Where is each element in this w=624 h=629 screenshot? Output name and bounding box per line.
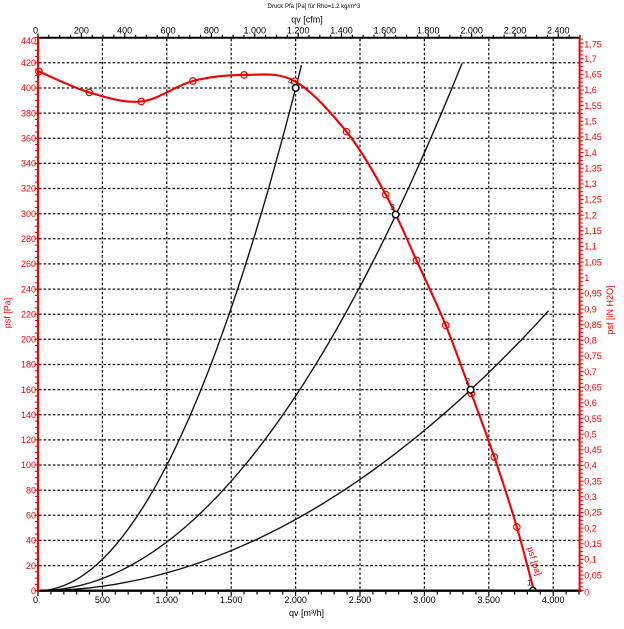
svg-text:100: 100 xyxy=(21,460,36,470)
svg-text:1,5: 1,5 xyxy=(584,117,597,127)
svg-text:40: 40 xyxy=(26,536,36,546)
svg-text:0,55: 0,55 xyxy=(584,414,602,424)
svg-text:1,2: 1,2 xyxy=(584,210,597,220)
svg-text:1.800: 1.800 xyxy=(417,26,440,36)
svg-text:0,4: 0,4 xyxy=(584,461,597,471)
svg-text:qv [m³/h]: qv [m³/h] xyxy=(289,608,324,618)
svg-text:1,4: 1,4 xyxy=(584,148,597,158)
svg-text:2: 2 xyxy=(465,376,470,386)
svg-text:200: 200 xyxy=(21,335,36,345)
svg-text:0,7: 0,7 xyxy=(584,367,597,377)
svg-text:400: 400 xyxy=(21,83,36,93)
svg-text:2.500: 2.500 xyxy=(349,595,372,605)
svg-text:380: 380 xyxy=(21,108,36,118)
svg-text:180: 180 xyxy=(21,360,36,370)
svg-text:1.000: 1.000 xyxy=(244,26,267,36)
svg-text:300: 300 xyxy=(21,209,36,219)
svg-text:0,75: 0,75 xyxy=(584,351,602,361)
svg-text:500: 500 xyxy=(95,595,110,605)
svg-text:1.400: 1.400 xyxy=(330,26,353,36)
svg-text:420: 420 xyxy=(21,58,36,68)
svg-text:0,05: 0,05 xyxy=(584,570,602,580)
svg-text:1,45: 1,45 xyxy=(584,132,602,142)
svg-text:120: 120 xyxy=(21,435,36,445)
svg-text:0,6: 0,6 xyxy=(584,398,597,408)
svg-text:0,9: 0,9 xyxy=(584,304,597,314)
svg-text:0,25: 0,25 xyxy=(584,508,602,518)
svg-text:440: 440 xyxy=(21,36,36,46)
svg-text:1,15: 1,15 xyxy=(584,226,602,236)
svg-text:280: 280 xyxy=(21,234,36,244)
svg-text:0,65: 0,65 xyxy=(584,383,602,393)
svg-text:0: 0 xyxy=(31,586,36,596)
svg-text:340: 340 xyxy=(21,159,36,169)
svg-text:2.000: 2.000 xyxy=(284,595,307,605)
svg-text:0,35: 0,35 xyxy=(584,476,602,486)
svg-text:1: 1 xyxy=(527,577,532,587)
svg-text:0,85: 0,85 xyxy=(584,320,602,330)
svg-text:1.000: 1.000 xyxy=(156,595,179,605)
svg-text:1,35: 1,35 xyxy=(584,163,602,173)
svg-text:4.000: 4.000 xyxy=(542,595,565,605)
svg-text:2.400: 2.400 xyxy=(547,26,570,36)
svg-text:0,3: 0,3 xyxy=(584,492,597,502)
svg-text:320: 320 xyxy=(21,184,36,194)
svg-text:400: 400 xyxy=(117,26,132,36)
svg-text:1,55: 1,55 xyxy=(584,101,602,111)
svg-text:160: 160 xyxy=(21,385,36,395)
svg-text:4: 4 xyxy=(288,76,293,86)
svg-text:Druck Pfa [Pa] für Rho=1.2 kg/: Druck Pfa [Pa] für Rho=1.2 kg/m^3 xyxy=(268,4,361,10)
svg-text:240: 240 xyxy=(21,284,36,294)
svg-text:200: 200 xyxy=(74,26,89,36)
svg-text:1,7: 1,7 xyxy=(584,54,597,64)
svg-text:360: 360 xyxy=(21,134,36,144)
svg-text:3.000: 3.000 xyxy=(413,595,436,605)
svg-text:800: 800 xyxy=(204,26,219,36)
svg-text:qv [cfm]: qv [cfm] xyxy=(291,15,323,25)
svg-text:1.500: 1.500 xyxy=(220,595,243,605)
svg-text:600: 600 xyxy=(161,26,176,36)
svg-text:260: 260 xyxy=(21,259,36,269)
svg-text:1.200: 1.200 xyxy=(287,26,310,36)
svg-text:3: 3 xyxy=(390,202,395,212)
svg-text:0: 0 xyxy=(33,26,38,36)
svg-text:140: 140 xyxy=(21,410,36,420)
svg-text:1,05: 1,05 xyxy=(584,257,602,267)
svg-text:1,3: 1,3 xyxy=(584,179,597,189)
svg-text:psf [Pa]: psf [Pa] xyxy=(3,298,13,329)
svg-text:0,15: 0,15 xyxy=(584,539,602,549)
svg-text:0,45: 0,45 xyxy=(584,445,602,455)
svg-text:80: 80 xyxy=(26,485,36,495)
svg-text:1.600: 1.600 xyxy=(374,26,397,36)
svg-text:1: 1 xyxy=(584,273,589,283)
svg-text:psf [iN H2O]: psf [iN H2O] xyxy=(605,285,615,334)
svg-text:0: 0 xyxy=(584,587,589,597)
svg-text:3.500: 3.500 xyxy=(478,595,501,605)
svg-text:0,2: 0,2 xyxy=(584,523,597,533)
svg-text:0,95: 0,95 xyxy=(584,289,602,299)
svg-text:0,8: 0,8 xyxy=(584,336,597,346)
svg-text:2.000: 2.000 xyxy=(460,26,483,36)
svg-text:220: 220 xyxy=(21,309,36,319)
svg-text:0,5: 0,5 xyxy=(584,429,597,439)
svg-text:60: 60 xyxy=(26,511,36,521)
svg-text:1,75: 1,75 xyxy=(584,39,602,49)
svg-text:2.200: 2.200 xyxy=(504,26,527,36)
svg-text:20: 20 xyxy=(26,561,36,571)
svg-text:1,6: 1,6 xyxy=(584,85,597,95)
svg-text:0,1: 0,1 xyxy=(584,555,597,565)
svg-text:1,65: 1,65 xyxy=(584,70,602,80)
svg-text:1,1: 1,1 xyxy=(584,242,597,252)
svg-text:0: 0 xyxy=(33,595,38,605)
svg-text:1,25: 1,25 xyxy=(584,195,602,205)
